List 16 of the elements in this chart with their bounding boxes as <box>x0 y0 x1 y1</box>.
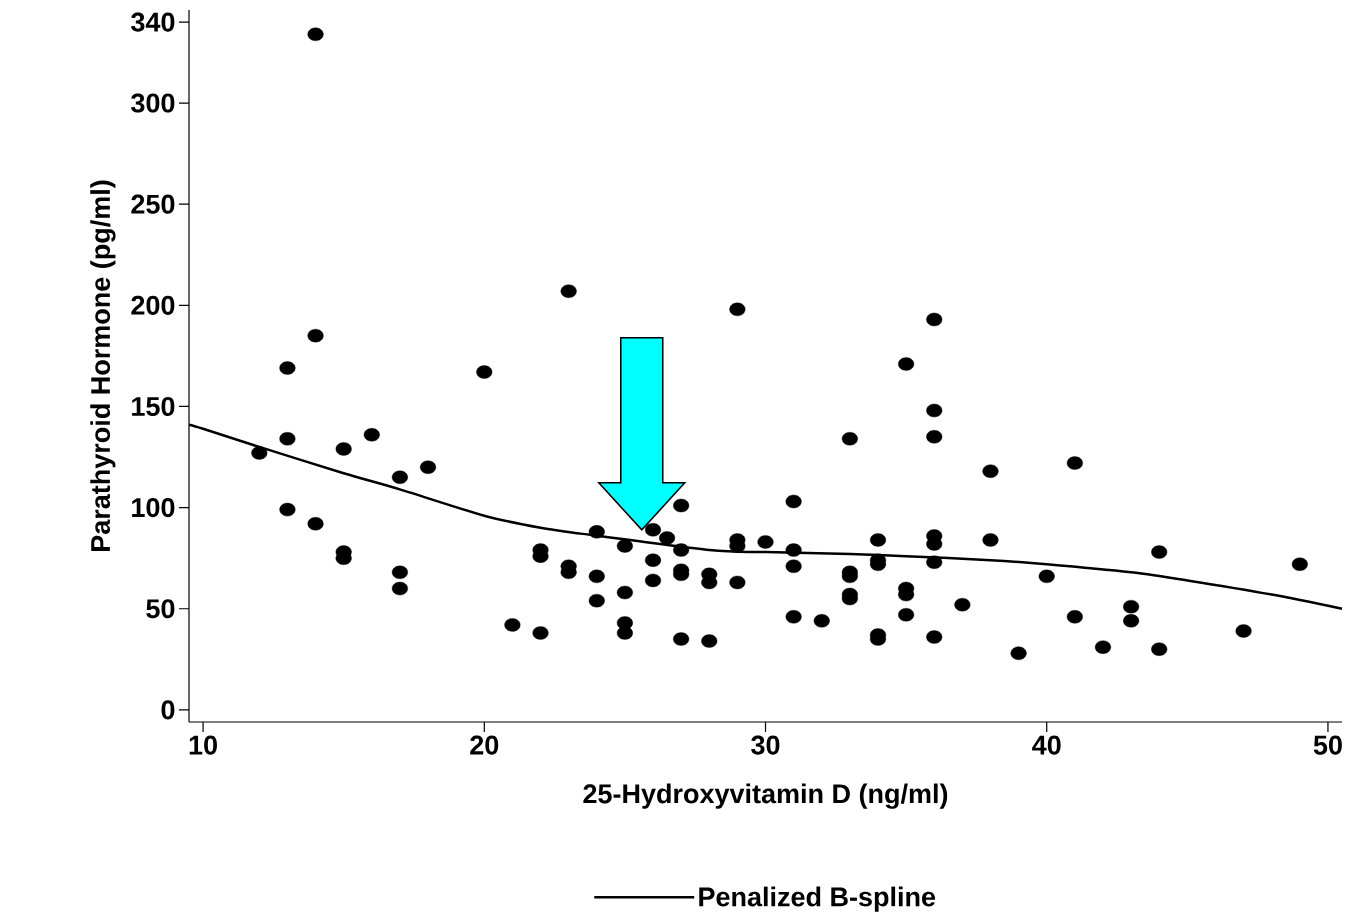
x-tick-label: 20 <box>470 735 499 755</box>
y-tick-label: 340 <box>131 12 175 32</box>
y-tick-label: 250 <box>131 194 175 214</box>
y-tick-label: 200 <box>131 295 175 315</box>
x-tick-label: 30 <box>751 735 780 755</box>
x-tick-label: 40 <box>1032 735 1061 755</box>
x-tick-label: 50 <box>1313 735 1342 755</box>
x-tick-label: 10 <box>189 735 217 755</box>
legend-label: Penalized B-spline <box>699 886 936 912</box>
y-tick-label: 0 <box>161 700 175 720</box>
y-tick-label: 50 <box>146 599 175 619</box>
y-tick-label: 150 <box>132 396 175 417</box>
y-tick-label: 300 <box>131 93 175 113</box>
x-axis-title: 25-Hydroxyvitamin D (ng/ml) <box>583 783 948 809</box>
y-axis-title: Parathyroid Hormone (pg/ml) <box>90 180 116 551</box>
y-tick-label: 100 <box>132 498 175 518</box>
